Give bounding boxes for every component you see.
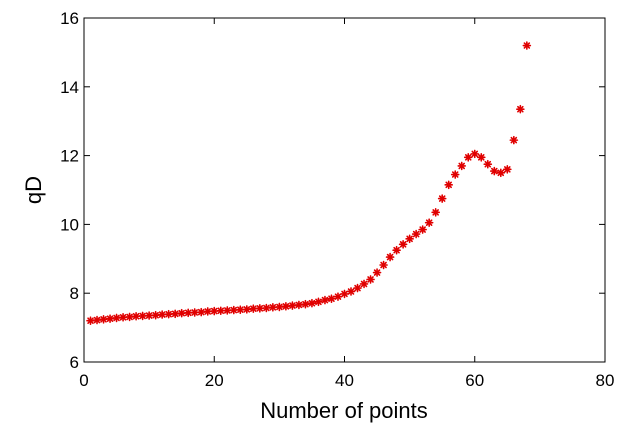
tick-labels: 0 20 40 60 80 6 8 10 12 14 16 <box>60 9 614 390</box>
y-tick-label: 16 <box>60 9 79 28</box>
data-point <box>353 283 362 293</box>
data-point <box>92 315 102 325</box>
data-point <box>288 301 297 310</box>
data-point <box>327 294 336 304</box>
y-axis-label: qD <box>21 176 46 204</box>
data-point <box>457 161 467 171</box>
data-point <box>86 316 95 326</box>
data-point <box>340 289 349 299</box>
data-point <box>489 166 499 176</box>
data-point <box>522 41 532 50</box>
data-point <box>222 306 232 315</box>
data-point <box>164 309 173 319</box>
data-point <box>151 310 160 320</box>
data-point <box>418 225 427 234</box>
data-point <box>398 240 408 249</box>
data-point <box>483 159 493 169</box>
data-point <box>392 245 401 255</box>
data-point <box>516 104 525 114</box>
data-point <box>463 153 473 162</box>
data-point <box>424 218 434 227</box>
data-markers <box>86 41 532 326</box>
x-tick-label: 0 <box>79 371 88 390</box>
data-point <box>275 302 284 312</box>
data-point <box>105 314 115 323</box>
data-point <box>320 295 330 305</box>
data-point <box>379 260 388 270</box>
data-point <box>346 287 356 296</box>
data-point <box>411 229 421 239</box>
data-point <box>125 312 134 322</box>
x-axis-label: Number of points <box>260 398 428 423</box>
data-point <box>249 304 258 313</box>
data-point <box>99 315 108 324</box>
data-point <box>131 311 141 321</box>
data-point <box>262 303 271 313</box>
data-point <box>385 252 395 262</box>
y-tick-label: 10 <box>60 215 79 234</box>
data-point <box>170 309 180 319</box>
data-point <box>509 135 519 145</box>
data-point <box>503 165 512 174</box>
data-point <box>333 292 343 301</box>
data-point <box>281 301 291 311</box>
data-point <box>177 308 186 318</box>
x-tick-label: 80 <box>596 371 615 390</box>
data-point <box>372 268 382 277</box>
data-point <box>437 194 447 203</box>
y-tick-label: 8 <box>70 284 79 303</box>
data-point <box>366 275 375 284</box>
data-point <box>450 170 460 179</box>
data-point <box>405 234 414 244</box>
data-point <box>144 311 154 320</box>
data-point <box>294 300 304 310</box>
data-point <box>196 307 206 317</box>
data-point <box>444 180 454 190</box>
y-tick-label: 14 <box>60 78 79 97</box>
y-tick-label: 6 <box>70 353 79 372</box>
data-point <box>476 153 486 162</box>
data-point <box>301 299 310 309</box>
plot-frame <box>83 17 606 363</box>
data-point <box>314 297 323 307</box>
data-point <box>496 168 506 178</box>
data-point <box>112 313 121 323</box>
data-point <box>431 208 440 217</box>
y-tick-label: 12 <box>60 147 79 166</box>
data-point <box>242 305 252 314</box>
x-tick-label: 60 <box>465 371 484 390</box>
data-point <box>307 298 317 308</box>
data-point <box>359 279 369 289</box>
data-point <box>470 149 480 159</box>
x-tick-label: 20 <box>205 371 224 390</box>
x-tick-label: 40 <box>335 371 354 390</box>
